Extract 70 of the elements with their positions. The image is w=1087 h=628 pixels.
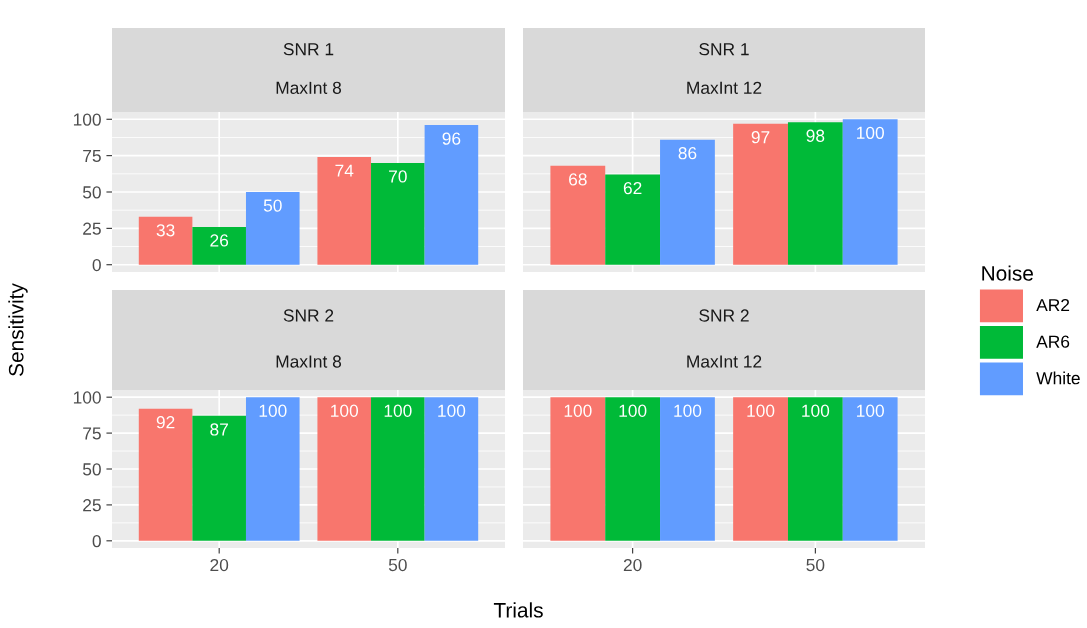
data-label: 68 (569, 173, 587, 186)
y-tick-label: 25 (83, 499, 101, 512)
data-label: 70 (389, 170, 407, 183)
data-label: 100 (259, 404, 287, 417)
bar (424, 397, 479, 541)
y-tick-label: 50 (82, 463, 101, 476)
chart-title: SNR 2 (283, 309, 334, 322)
legend-label: AR2 (1036, 298, 1070, 312)
chart-title: SNR 1 (699, 43, 749, 56)
data-label: 86 (678, 147, 697, 160)
x-tick-label: 20 (623, 558, 642, 572)
data-label: 87 (210, 423, 228, 436)
legend-title: Noise (982, 265, 1033, 281)
y-tick-label: 25 (83, 222, 101, 235)
data-label: 100 (747, 404, 775, 417)
data-label: 100 (857, 126, 884, 139)
bar (138, 408, 193, 541)
bar (192, 226, 246, 265)
data-label: 100 (802, 404, 830, 417)
x-tick-label: 20 (210, 558, 229, 572)
bar (550, 165, 606, 265)
x-tick-label: 50 (388, 558, 407, 572)
legend-label: AR6 (1036, 335, 1070, 348)
data-label: 50 (263, 199, 282, 212)
data-label: 33 (156, 224, 175, 237)
bar (842, 119, 898, 265)
data-label: 100 (331, 404, 359, 417)
chart-title: SNR 2 (699, 309, 749, 322)
bar (245, 192, 300, 265)
data-label: 96 (442, 132, 461, 145)
y-tick-label: 50 (82, 186, 101, 199)
data-label: 62 (623, 181, 642, 195)
data-label: 92 (156, 416, 175, 429)
bar (317, 157, 372, 265)
y-tick-label: 100 (73, 391, 101, 404)
data-label: 100 (674, 404, 702, 417)
chart-subtitle: MaxInt 12 (687, 355, 762, 368)
data-label: 100 (564, 404, 592, 417)
x-axis-title: Trials (493, 602, 543, 618)
bar (787, 122, 843, 265)
legend-label: White (1036, 371, 1080, 385)
data-label: 100 (438, 404, 466, 417)
chart-subtitle: MaxInt 12 (687, 81, 762, 94)
y-tick-label: 0 (92, 534, 101, 548)
data-label: 74 (335, 164, 354, 177)
y-axis-title: Sensitivity (8, 283, 28, 376)
bar (733, 123, 788, 265)
data-label: 26 (210, 234, 229, 247)
bar (660, 139, 715, 265)
data-label: 97 (751, 131, 770, 144)
bar (317, 397, 372, 541)
bar (371, 162, 425, 265)
y-tick-label: 0 (92, 258, 101, 272)
chart-subtitle: MaxInt 8 (276, 355, 342, 368)
chart-title: SNR 1 (283, 43, 334, 56)
data-label: 100 (619, 404, 647, 417)
chart-subtitle: MaxInt 8 (276, 81, 342, 94)
bar (245, 397, 300, 541)
bar (371, 397, 425, 541)
y-tick-label: 75 (83, 427, 101, 440)
bar (192, 415, 246, 541)
data-label: 100 (384, 404, 412, 417)
y-tick-label: 100 (73, 113, 101, 126)
x-tick-label: 50 (806, 558, 825, 572)
y-tick-label: 75 (83, 149, 101, 163)
bar (605, 174, 661, 265)
bar (138, 216, 193, 265)
bar (424, 125, 479, 265)
data-label: 100 (857, 404, 884, 417)
data-label: 98 (806, 129, 825, 142)
